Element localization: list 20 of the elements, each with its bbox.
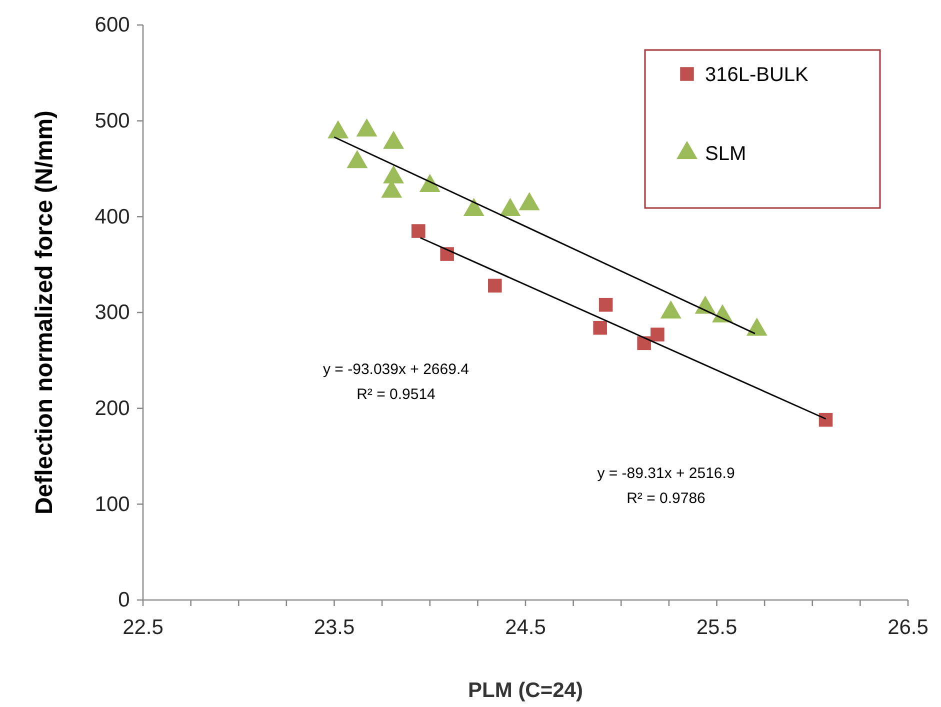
x-tick-label: 24.5: [505, 616, 546, 640]
y-tick-label: 500: [94, 110, 130, 133]
x-tick-label: 26.5: [888, 616, 928, 640]
y-tick-label: 300: [94, 301, 130, 324]
x-axis-title: PLM (C=24): [468, 679, 583, 702]
legend-label: 316L-BULK: [705, 64, 810, 86]
x-tick-label: 23.5: [314, 616, 355, 640]
annotation: y = -89.31x + 2516.9: [597, 465, 735, 482]
y-axis-title: Deflection normalized force (N/mm): [31, 110, 58, 515]
y-tick-label: 0: [118, 588, 130, 612]
annotation: R² = 0.9514: [356, 386, 436, 403]
y-tick-label: 100: [94, 492, 130, 516]
annotation: y = -93.039x + 2669.4: [323, 361, 469, 378]
x-tick-label: 22.5: [122, 616, 164, 640]
annotation: R² = 0.9786: [626, 490, 706, 507]
x-tick-label: 25.5: [696, 616, 738, 640]
y-tick-label: 400: [94, 205, 130, 228]
legend-label: SLM: [705, 143, 746, 165]
y-tick-label: 600: [94, 14, 130, 37]
y-tick-label: 200: [94, 397, 130, 420]
